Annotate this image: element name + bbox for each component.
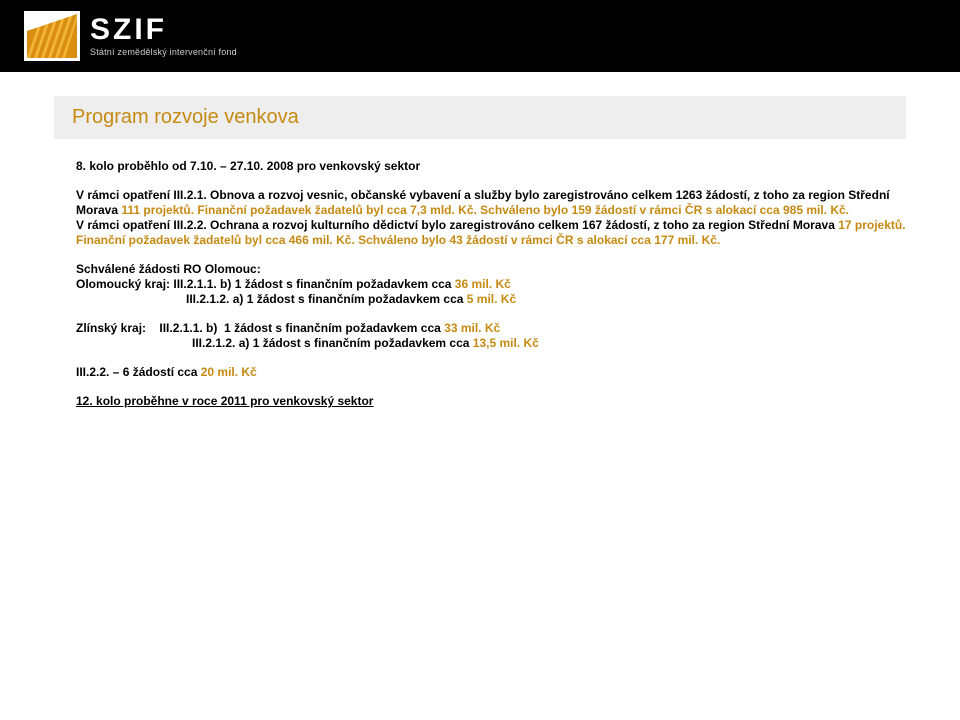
p3a: V rámci opatření III.2.2. Ochrana a rozv… [76,218,838,232]
title-text: Program rozvoje venkova [72,106,299,128]
p-iii22: III.2.2. – 6 žádostí cca 20 mil. Kč [76,365,906,380]
p-schvalene: Schválené žádosti RO Olomouc: [76,262,906,277]
p-olomouc-1: Olomoucký kraj: III.2.1.1. b) 1 žádost s… [76,277,906,292]
header-bar: SZIF Státní zemědělský intervenční fond [0,0,960,72]
szif-logo-icon [24,11,80,61]
p-zlin-2: III.2.1.2. a) 1 žádost s finančním požad… [76,336,906,351]
p8a: III.2.1.2. a) 1 žádost s finančním požad… [192,336,473,350]
p-zlin-1: Zlínský kraj: III.2.1.1. b) 1 žádost s f… [76,321,906,336]
p8b: 13,5 mil. Kč [473,336,539,350]
logo-subtitle: Státní zemědělský intervenční fond [90,47,237,57]
p-olomouc-2: III.2.1.2. a) 1 žádost s finančním požad… [76,292,906,307]
p-opatreni-2: V rámci opatření III.2.2. Ochrana a rozv… [76,218,906,248]
p2b: 111 projektů. Finanční požadavek žadatel… [121,203,849,217]
p-12kolo: 12. kolo proběhne v roce 2011 pro venkov… [76,394,906,409]
p6b: 5 mil. Kč [467,292,516,306]
p-kolo: 8. kolo proběhlo od 7.10. – 27.10. 2008 … [76,159,906,174]
p6a: III.2.1.2. a) 1 žádost s finančním požad… [186,292,467,306]
p-opatreni-1: V rámci opatření III.2.1. Obnova a rozvo… [76,188,906,218]
p9b: 20 mil. Kč [201,365,257,379]
logo-acronym: SZIF [90,15,237,45]
p5b: 36 mil. Kč [455,277,511,291]
p5a: Olomoucký kraj: III.2.1.1. b) 1 žádost s… [76,277,455,291]
p9a: III.2.2. – 6 žádostí cca [76,365,201,379]
body-text: 8. kolo proběhlo od 7.10. – 27.10. 2008 … [54,159,906,409]
p10a: 12. kolo proběhne v roce 2011 pro venkov… [76,394,373,408]
p7a: Zlínský kraj: III.2.1.1. b) 1 žádost s f… [76,321,444,335]
slide-content: Program rozvoje venkova 8. kolo proběhlo… [0,72,960,409]
p7b: 33 mil. Kč [444,321,500,335]
logo: SZIF Státní zemědělský intervenční fond [24,11,237,61]
slide-title: Program rozvoje venkova [54,96,906,139]
